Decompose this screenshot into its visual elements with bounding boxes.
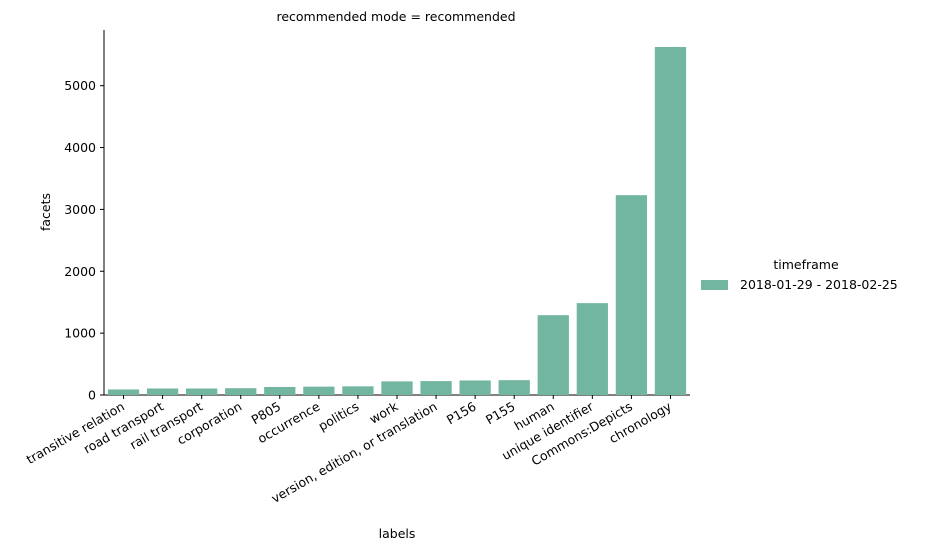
bar bbox=[264, 386, 296, 395]
bar bbox=[420, 381, 452, 395]
bar bbox=[342, 386, 374, 395]
legend: timeframe 2018-01-29 - 2018-02-25 bbox=[701, 257, 898, 292]
bar bbox=[576, 303, 608, 395]
bar bbox=[459, 380, 491, 395]
legend-series-label: 2018-01-29 - 2018-02-25 bbox=[740, 277, 898, 292]
x-tick-label: politics bbox=[316, 399, 362, 434]
y-axis-label: facets bbox=[38, 193, 53, 231]
x-tick-label: P156 bbox=[444, 399, 479, 428]
bar bbox=[225, 388, 257, 395]
bar bbox=[498, 380, 530, 395]
y-tick-label: 0 bbox=[88, 388, 96, 403]
legend-title: timeframe bbox=[773, 257, 839, 272]
chart-title: recommended mode = recommended bbox=[276, 9, 515, 24]
bar bbox=[381, 381, 413, 395]
bar bbox=[654, 47, 687, 396]
bar bbox=[303, 386, 335, 395]
y-tick-label: 2000 bbox=[64, 264, 96, 279]
bar bbox=[107, 389, 140, 395]
legend-swatch bbox=[701, 280, 728, 290]
y-tick-label: 3000 bbox=[64, 202, 96, 217]
x-axis-label: labels bbox=[379, 526, 416, 541]
y-tick-label: 1000 bbox=[64, 326, 96, 341]
bar bbox=[186, 388, 218, 395]
bar bbox=[537, 315, 569, 395]
y-axis: 0 1000 2000 3000 4000 5000 bbox=[64, 30, 105, 403]
y-tick-label: 5000 bbox=[64, 78, 96, 93]
bar bbox=[146, 388, 179, 395]
y-tick-label: 4000 bbox=[64, 140, 96, 155]
bars bbox=[107, 47, 687, 396]
bar bbox=[615, 195, 648, 395]
